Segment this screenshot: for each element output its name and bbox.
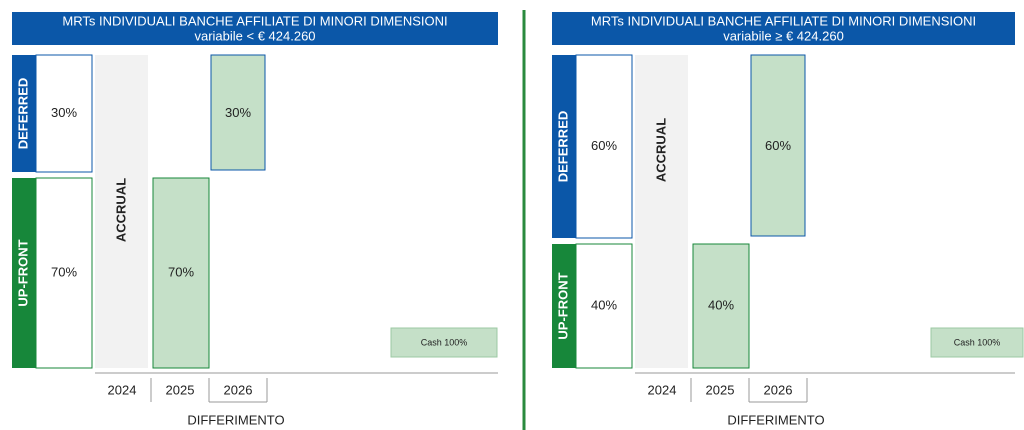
title: MRTs INDIVIDUALI BANCHE AFFILIATE DI MIN…	[62, 13, 447, 28]
upfront-value: 40%	[591, 297, 617, 312]
payout-2025	[692, 243, 750, 369]
subtitle: variabile < € 424.260	[194, 28, 315, 43]
deferred-label: DEFERRED	[15, 78, 30, 150]
upfront-label: UP-FRONT	[15, 239, 30, 306]
year-label: 2025	[166, 382, 195, 397]
payout-2025-value: 40%	[708, 297, 734, 312]
year-label: 2025	[706, 382, 735, 397]
accrual-column	[95, 55, 148, 368]
payout-2025-value: 70%	[168, 264, 194, 279]
deferred-box	[575, 54, 633, 239]
axis-label: DIFFERIMENTO	[727, 412, 824, 427]
upfront-box	[35, 177, 93, 369]
title: MRTs INDIVIDUALI BANCHE AFFILIATE DI MIN…	[591, 13, 976, 28]
upfront-bar	[12, 178, 36, 368]
deferred-bar	[552, 55, 576, 238]
deferred-box	[35, 54, 93, 173]
accrual-label: ACCRUAL	[653, 118, 668, 182]
upfront-value: 70%	[51, 264, 77, 279]
deferred-label: DEFERRED	[555, 111, 570, 183]
upfront-bar	[552, 244, 576, 368]
subtitle: variabile ≥ € 424.260	[723, 28, 844, 43]
accrual-column	[635, 55, 688, 368]
accrual-label: ACCRUAL	[113, 178, 128, 242]
year-label: 2026	[224, 382, 253, 397]
payout-2026-value: 30%	[225, 105, 251, 120]
cash-box	[390, 327, 498, 358]
deferred-value: 30%	[51, 105, 77, 120]
title-bar	[12, 12, 498, 45]
cash-box	[930, 327, 1024, 358]
cash-label: Cash 100%	[954, 337, 1001, 347]
year-label: 2024	[108, 382, 137, 397]
axis-label: DIFFERIMENTO	[187, 412, 284, 427]
year-label: 2026	[764, 382, 793, 397]
title-bar	[552, 12, 1015, 45]
deferred-value: 60%	[591, 138, 617, 153]
upfront-label: UP-FRONT	[555, 272, 570, 339]
payout-2025	[152, 177, 210, 369]
payout-2026	[750, 54, 806, 237]
payout-2026	[210, 54, 266, 171]
deferred-bar	[12, 55, 36, 172]
year-label: 2024	[648, 382, 677, 397]
cash-label: Cash 100%	[421, 337, 468, 347]
upfront-box	[575, 243, 633, 369]
payout-2026-value: 60%	[765, 138, 791, 153]
